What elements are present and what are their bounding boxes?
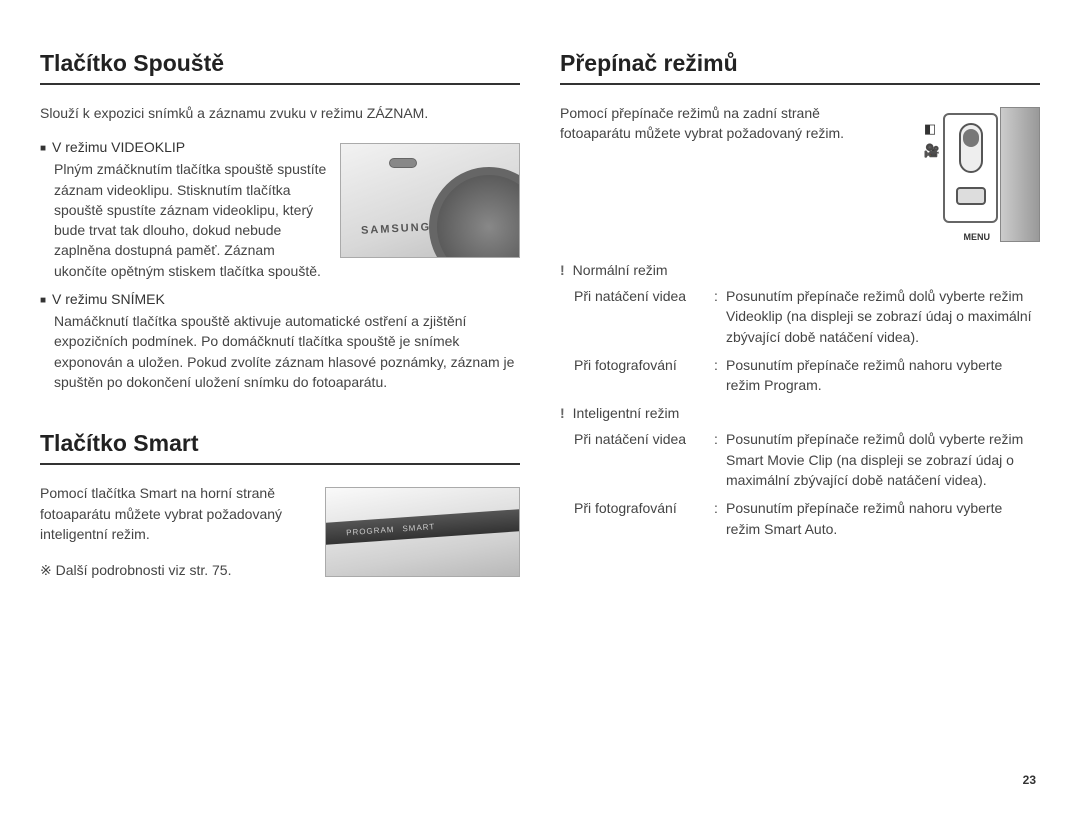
normal-photo-label: Při fotografování — [574, 355, 714, 396]
page-number: 23 — [1023, 773, 1036, 787]
normal-video-text: Posunutím přepínače režimů dolů vyberte … — [726, 286, 1040, 347]
smart-video-text: Posunutím přepínače režimů dolů vyberte … — [726, 429, 1040, 490]
smart-photo-row: Při fotografování : Posunutím přepínače … — [574, 498, 1040, 539]
normal-mode-heading: Normální režim — [560, 262, 1040, 278]
camera-icon: ◧ — [924, 121, 940, 137]
shutter-intro: Slouží k expozici snímků a záznamu zvuku… — [40, 103, 520, 123]
smart-bar-label-program: PROGRAM — [346, 525, 395, 537]
section-title-smart: Tlačítko Smart — [40, 430, 520, 465]
smart-photo-label: Při fotografování — [574, 498, 714, 539]
normal-photo-text: Posunutím přepínače režimů nahoru vybert… — [726, 355, 1040, 396]
smart-video-row: Při natáčení videa : Posunutím přepínače… — [574, 429, 1040, 490]
normal-video-row: Při natáčení videa : Posunutím přepínače… — [574, 286, 1040, 347]
snimek-mode-body: Namáčknutí tlačítka spouště aktivuje aut… — [54, 311, 520, 392]
menu-label: MENU — [964, 232, 991, 242]
normal-photo-row: Při fotografování : Posunutím přepínače … — [574, 355, 1040, 396]
smart-photo-text: Posunutím přepínače režimů nahoru vybert… — [726, 498, 1040, 539]
smart-button-illustration: PROGRAM SMART — [325, 487, 520, 577]
smart-mode-heading: Inteligentní režim — [560, 405, 1040, 421]
section-title-shutter: Tlačítko Spouště — [40, 50, 520, 85]
mode-switch-illustration: ◧ 🎥 MENU — [890, 107, 1040, 242]
smart-bar-label-smart: SMART — [402, 522, 435, 533]
camera-brand-label: SAMSUNG — [361, 221, 432, 237]
smart-video-label: Při natáčení videa — [574, 429, 714, 490]
left-column: Tlačítko Spouště Slouží k expozici snímk… — [40, 50, 520, 587]
video-icon: 🎥 — [924, 143, 940, 159]
section-title-mode-switch: Přepínač režimů — [560, 50, 1040, 85]
normal-video-label: Při natáčení videa — [574, 286, 714, 347]
camera-illustration: SAMSUNG — [340, 143, 520, 258]
right-column: Přepínač režimů ◧ 🎥 MENU Pomocí přepínač… — [560, 50, 1040, 587]
snimek-mode-heading: V režimu SNÍMEK — [40, 291, 520, 307]
